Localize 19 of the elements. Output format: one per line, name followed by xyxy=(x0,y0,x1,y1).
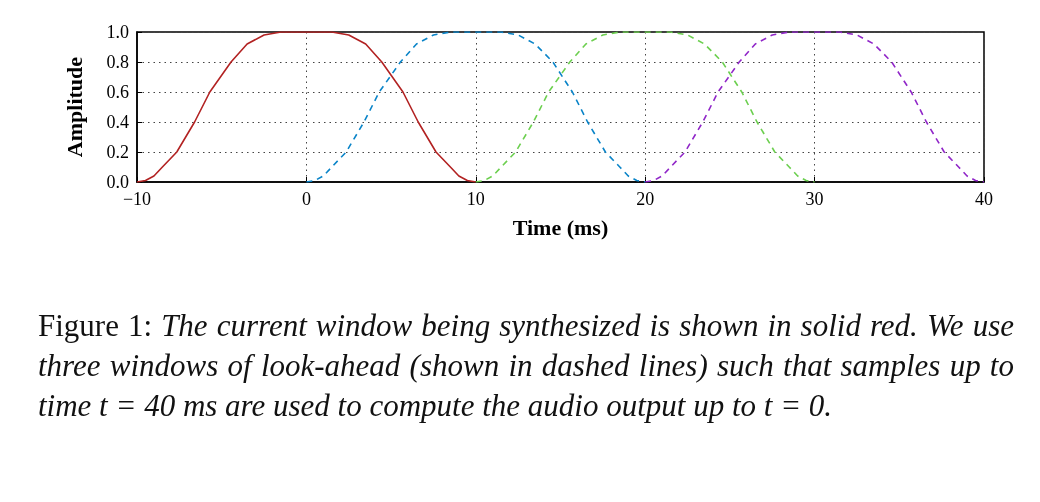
caption: Figure 1: The current window being synthesized is shown in solid red. We use three windows of look-ahead (shown in dashed lines) such that samples up to time t = 40 ms are used to compute the audio output up to t = 0. xyxy=(38,308,1014,423)
y-tick-label: 0.4 xyxy=(106,112,129,132)
x-tick-label: 30 xyxy=(805,189,824,209)
x-tick-label: −10 xyxy=(122,189,152,209)
y-axis-title: Amplitude xyxy=(61,56,87,158)
x-tick-label: 20 xyxy=(636,189,655,209)
y-tick-label: 0.6 xyxy=(106,82,129,102)
x-tick-label: 0 xyxy=(301,189,311,209)
y-tick-label: 0.8 xyxy=(106,52,129,72)
x-tick-label: 10 xyxy=(466,189,485,209)
line-series xyxy=(305,31,646,183)
x-tick-label: 40 xyxy=(975,189,993,209)
line-series xyxy=(136,31,477,183)
line-series xyxy=(475,31,816,183)
x-axis-title: Time (ms) xyxy=(512,214,609,240)
y-tick-label: 0.0 xyxy=(106,172,129,192)
line-series xyxy=(644,31,985,183)
y-tick-label: 0.2 xyxy=(106,142,129,162)
y-tick-label: 1.0 xyxy=(106,22,129,42)
